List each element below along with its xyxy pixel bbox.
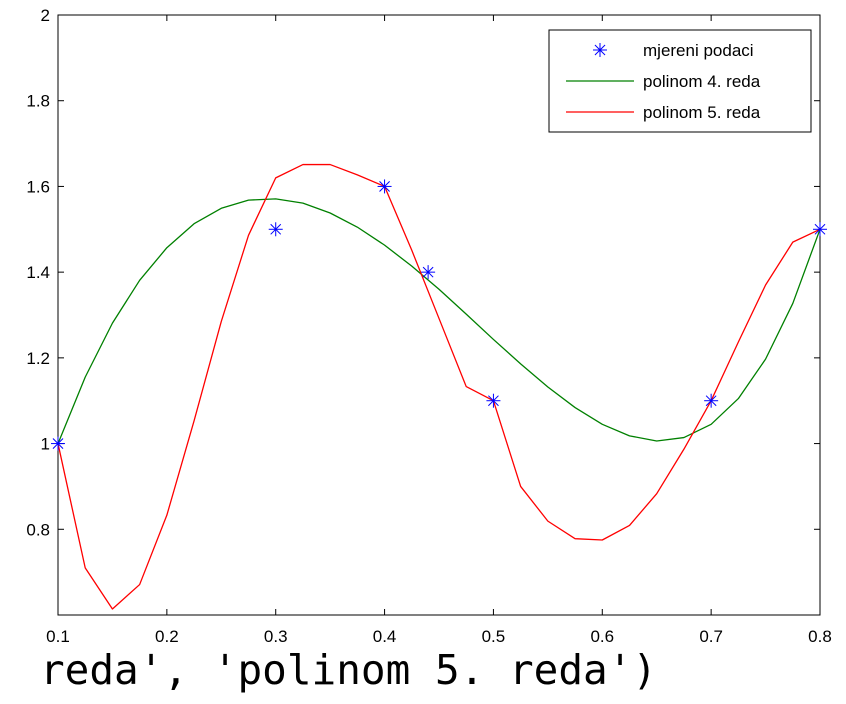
legend: mjereni podaci polinom 4. reda polinom 5. …	[548, 29, 812, 133]
y-tick-label: 0.8	[26, 520, 50, 539]
legend-items: mjereni podaci polinom 4. reda polinom 5. …	[566, 41, 761, 122]
legend-entry-label: polinom 5. reda	[643, 103, 761, 122]
series-layer	[51, 163, 827, 610]
data-point-marker	[377, 179, 392, 194]
data-point-marker	[704, 393, 719, 408]
legend-entry-label: polinom 4. reda	[643, 72, 761, 91]
series-line-3	[57, 163, 821, 610]
y-tick-label: 1.4	[26, 263, 50, 282]
data-point-marker	[51, 436, 65, 451]
x-tick-label: 0.2	[155, 627, 179, 646]
y-axis-ticks: 0.8 1 1.2 1.4 1.6 1.8 2	[26, 6, 820, 539]
x-tick-label: 0.1	[46, 627, 70, 646]
x-tick-label: 0.7	[699, 627, 723, 646]
code-snippet-text: reda', 'polinom 5. reda')	[40, 646, 658, 694]
y-tick-label: 1.2	[26, 349, 50, 368]
x-tick-label: 0.8	[808, 627, 832, 646]
data-point-marker	[813, 222, 827, 237]
x-axis-ticks: 0.1 0.2 0.3 0.4 0.5 0.6 0.7 0.8	[46, 15, 832, 646]
x-tick-label: 0.6	[590, 627, 614, 646]
y-tick-label: 1.8	[26, 92, 50, 111]
x-tick-label: 0.4	[373, 627, 397, 646]
legend-entry-label: mjereni podaci	[643, 41, 754, 60]
y-tick-label: 1.6	[26, 177, 50, 196]
legend-marker-icon	[593, 43, 607, 57]
data-point-marker	[486, 393, 501, 408]
data-point-marker	[421, 265, 436, 280]
x-tick-label: 0.5	[482, 627, 506, 646]
x-tick-label: 0.3	[264, 627, 288, 646]
data-point-marker	[268, 222, 283, 237]
y-tick-label: 1	[41, 435, 50, 454]
y-tick-label: 2	[41, 6, 50, 25]
